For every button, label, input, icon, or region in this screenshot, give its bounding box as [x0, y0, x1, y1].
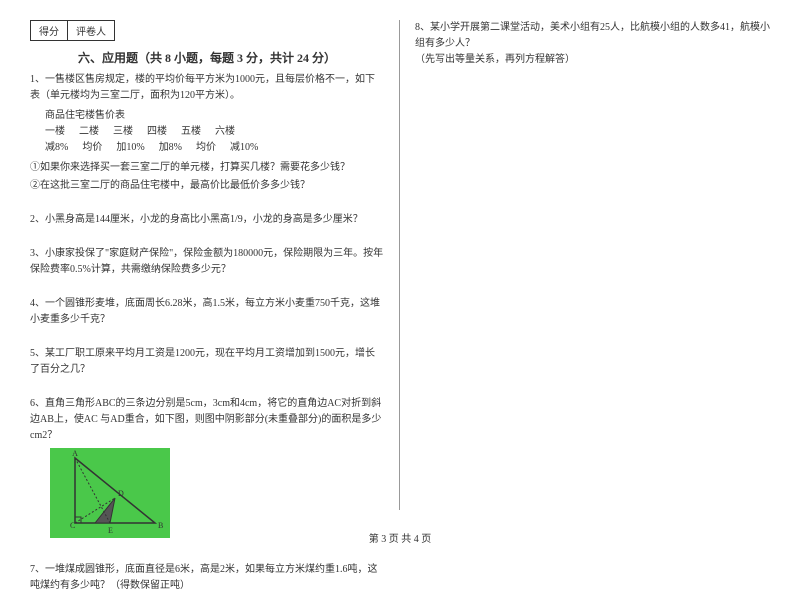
price-table: 商品住宅楼售价表 一楼 二楼 三楼 四楼 五楼 六楼 减8% 均价 加10% 加…: [45, 108, 384, 156]
q1-sub2: ②在这批三室二厅的商品住宅楼中，最高价比最低价多多少钱？: [30, 178, 384, 194]
q2-text: 2、小黑身高是144厘米，小龙的身高比小黑高1/9，小龙的身高是多少厘米？: [30, 212, 384, 228]
triangle-diagram: A B C D E: [50, 448, 170, 538]
header-cell: 六楼: [215, 124, 235, 140]
score-label: 得分: [31, 21, 68, 40]
q6-text: 6、直角三角形ABC的三条边分别是5cm，3cm和4cm，将它的直角边AC对折到…: [30, 396, 384, 444]
score-box: 得分 评卷人: [30, 20, 115, 41]
label-d: D: [118, 489, 124, 498]
table-value-row: 减8% 均价 加10% 加8% 均价 减10%: [45, 140, 384, 156]
diagram-bg: [50, 448, 170, 538]
header-cell: 一楼: [45, 124, 65, 140]
question-1: 1、一售楼区售房规定，楼的平均价每平方米为1000元，且每层价格不一，如下表（单…: [30, 72, 384, 194]
q1-sub1: ①如果你来选择买一套三室二厅的单元楼，打算买几楼？需要花多少钱？: [30, 160, 384, 176]
question-4: 4、一个圆锥形麦堆，底面周长6.28米，高1.5米，每立方米小麦重750千克，这…: [30, 296, 384, 328]
label-b: B: [158, 521, 163, 530]
q1-intro: 1、一售楼区售房规定，楼的平均价每平方米为1000元，且每层价格不一，如下表（单…: [30, 72, 384, 104]
q4-text: 4、一个圆锥形麦堆，底面周长6.28米，高1.5米，每立方米小麦重750千克，这…: [30, 296, 384, 328]
value-cell: 均价: [196, 140, 216, 156]
question-8: 8、某小学开展第二课堂活动，美术小组有25人，比航模小组的人数多41，航模小组有…: [415, 20, 770, 68]
table-title: 商品住宅楼售价表: [45, 108, 384, 124]
grader-label: 评卷人: [68, 21, 114, 40]
header-cell: 四楼: [147, 124, 167, 140]
left-column: 得分 评卷人 六、应用题（共 8 小题，每题 3 分，共计 24 分） 1、一售…: [30, 20, 400, 510]
q5-text: 5、某工厂职工原来平均月工资是1200元，现在平均月工资增加到1500元，增长了…: [30, 346, 384, 378]
header-cell: 五楼: [181, 124, 201, 140]
value-cell: 减10%: [230, 140, 258, 156]
header-cell: 二楼: [79, 124, 99, 140]
question-3: 3、小康家投保了"家庭财产保险"，保险金额为180000元，保险期限为三年。按年…: [30, 246, 384, 278]
q8-line2: （先写出等量关系，再列方程解答）: [415, 52, 770, 68]
q8-line1: 8、某小学开展第二课堂活动，美术小组有25人，比航模小组的人数多41，航模小组有…: [415, 20, 770, 52]
table-header-row: 一楼 二楼 三楼 四楼 五楼 六楼: [45, 124, 384, 140]
value-cell: 加10%: [116, 140, 144, 156]
right-column: 8、某小学开展第二课堂活动，美术小组有25人，比航模小组的人数多41，航模小组有…: [400, 20, 770, 510]
page-container: 得分 评卷人 六、应用题（共 8 小题，每题 3 分，共计 24 分） 1、一售…: [0, 0, 800, 530]
section-title: 六、应用题（共 8 小题，每题 3 分，共计 24 分）: [30, 49, 384, 66]
question-5: 5、某工厂职工原来平均月工资是1200元，现在平均月工资增加到1500元，增长了…: [30, 346, 384, 378]
label-a: A: [72, 449, 78, 458]
value-cell: 均价: [82, 140, 102, 156]
question-6: 6、直角三角形ABC的三条边分别是5cm，3cm和4cm，将它的直角边AC对折到…: [30, 396, 384, 544]
q7-text: 7、一堆煤成圆锥形，底面直径是6米，高是2米，如果每立方米煤约重1.6吨，这吨煤…: [30, 562, 384, 594]
question-7: 7、一堆煤成圆锥形，底面直径是6米，高是2米，如果每立方米煤约重1.6吨，这吨煤…: [30, 562, 384, 594]
value-cell: 减8%: [45, 140, 68, 156]
q3-text: 3、小康家投保了"家庭财产保险"，保险金额为180000元，保险期限为三年。按年…: [30, 246, 384, 278]
page-footer: 第 3 页 共 4 页: [0, 530, 800, 545]
value-cell: 加8%: [159, 140, 182, 156]
question-2: 2、小黑身高是144厘米，小龙的身高比小黑高1/9，小龙的身高是多少厘米？: [30, 212, 384, 228]
header-cell: 三楼: [113, 124, 133, 140]
